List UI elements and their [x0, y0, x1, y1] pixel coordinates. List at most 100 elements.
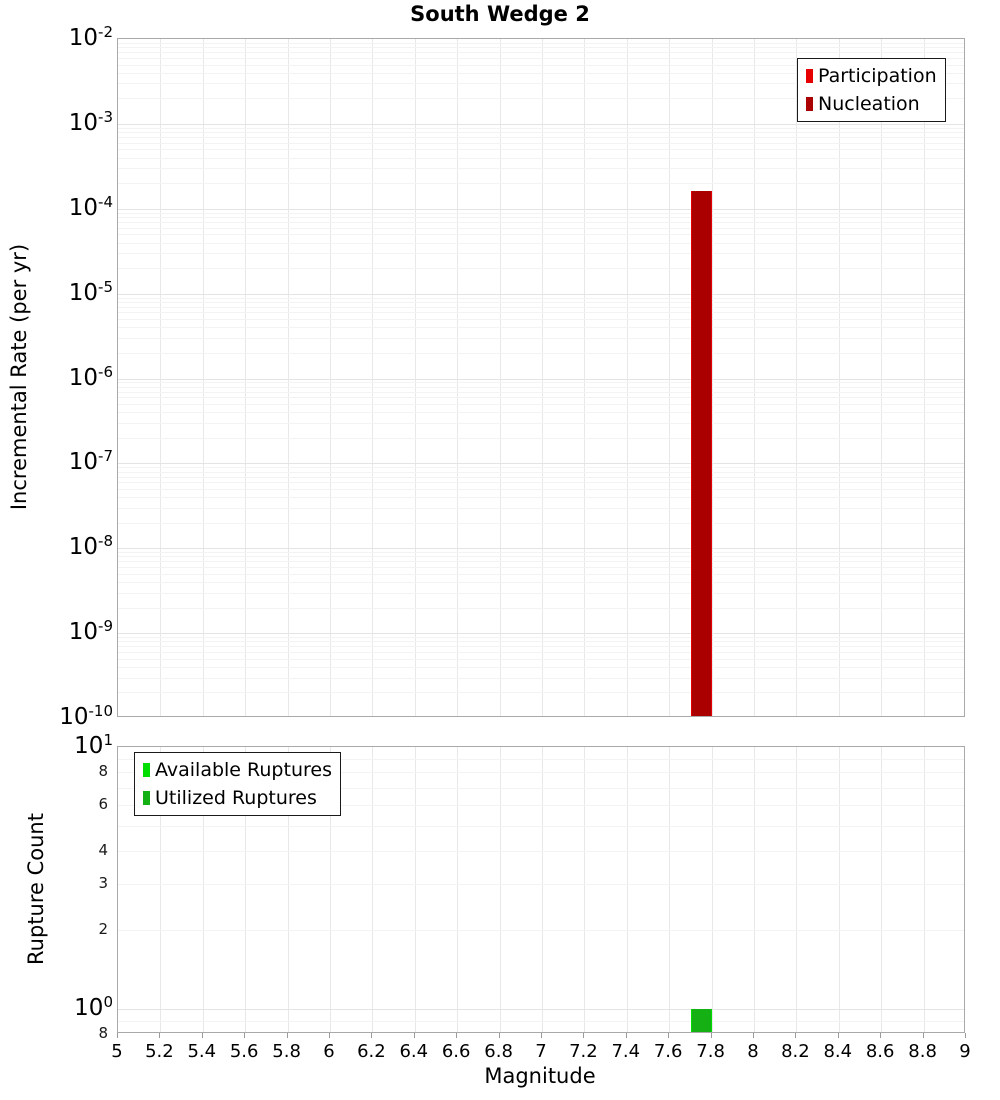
y-tick-label: 10-8 — [0, 532, 113, 561]
gridline-minor — [118, 72, 964, 74]
tick-base: 10 — [68, 279, 99, 306]
gridline-vertical — [160, 39, 162, 716]
x-tick-label: 5 — [111, 1041, 123, 1062]
gridline-vertical — [245, 39, 247, 716]
tick-base: 10 — [68, 109, 99, 136]
legend-marker-icon — [143, 763, 150, 777]
gridline-minor — [118, 234, 964, 236]
gridline-minor — [118, 772, 964, 774]
x-tick-mark — [795, 1033, 797, 1038]
tick-base: 10 — [68, 534, 99, 561]
x-tick-mark — [201, 1033, 203, 1038]
x-tick-label: 7.8 — [696, 1041, 725, 1062]
legend-count: Available Ruptures Utilized Ruptures — [134, 752, 341, 816]
gridline-vertical — [796, 39, 798, 716]
x-tick-label: 8.4 — [823, 1041, 853, 1062]
gridline-minor — [118, 386, 964, 388]
y-tick-label: 10-4 — [0, 193, 113, 220]
gridline-minor — [118, 552, 964, 554]
gridline-minor — [118, 637, 964, 638]
gridline-vertical — [923, 39, 925, 716]
gridline-decade — [118, 463, 964, 465]
gridline-minor — [118, 242, 964, 244]
x-tick-label: 8.6 — [865, 1041, 895, 1062]
x-tick-mark — [753, 1033, 754, 1038]
gridline-minor — [118, 758, 964, 760]
gridline-vertical — [711, 39, 713, 716]
gridline-vertical — [838, 747, 840, 1032]
gridline-minor — [118, 227, 964, 229]
gridline-minor — [118, 929, 964, 931]
tick-base: 10 — [74, 994, 104, 1021]
gridline-minor — [118, 338, 964, 339]
gridline-minor — [118, 297, 964, 299]
gridline-minor — [118, 482, 964, 484]
gridline-minor — [118, 391, 964, 393]
y-tick-label: 101 — [0, 731, 113, 758]
gridline-vertical — [287, 39, 289, 716]
legend-item-label: Utilized Ruptures — [155, 787, 317, 809]
gridline-minor — [118, 666, 964, 668]
x-tick-mark — [710, 1033, 712, 1038]
gridline-vertical — [584, 747, 586, 1032]
gridline-minor — [118, 476, 964, 478]
gridline-vertical — [669, 39, 671, 716]
y-tick-label: 10-5 — [0, 278, 113, 306]
gridline-vertical — [626, 747, 628, 1032]
gridline-minor — [118, 216, 964, 218]
tick-exponent: -8 — [98, 532, 113, 551]
gridline-vertical — [372, 39, 374, 716]
tick-exponent: 0 — [103, 992, 113, 1011]
gridline-minor — [118, 132, 964, 134]
gridline-vertical — [754, 39, 755, 716]
y-tick-label-minor: 4 — [98, 841, 108, 860]
gridline-decade — [118, 378, 964, 380]
x-tick-mark — [965, 1033, 966, 1038]
gridline-minor — [118, 467, 964, 469]
gridline-vertical — [499, 39, 501, 716]
gridline-minor — [118, 805, 964, 807]
tick-exponent: -6 — [98, 362, 113, 381]
gridline-minor — [118, 221, 964, 223]
gridline-minor — [118, 651, 964, 653]
tick-base: 10 — [68, 619, 99, 646]
gridline-vertical — [160, 747, 162, 1032]
gridline-minor — [118, 522, 964, 524]
x-tick-mark — [625, 1033, 627, 1038]
gridline-minor — [118, 306, 964, 308]
y-tick-label: 10-10 — [0, 702, 113, 729]
gridline-vertical — [287, 747, 289, 1032]
gridline-vertical — [838, 39, 840, 716]
tick-exponent: -2 — [98, 23, 113, 41]
legend-item-label: Participation — [818, 65, 937, 87]
gridline-minor — [118, 83, 964, 85]
x-tick-mark — [583, 1033, 585, 1038]
gridline-minor — [118, 168, 964, 170]
x-tick-label: 8.2 — [781, 1041, 810, 1062]
gridline-minor — [118, 301, 964, 303]
x-tick-label: 5.4 — [187, 1041, 217, 1062]
gridline-minor — [118, 507, 964, 509]
gridline-minor — [118, 471, 964, 473]
x-tick-mark — [541, 1033, 542, 1038]
gridline-minor — [118, 1020, 964, 1022]
gridline-vertical — [457, 39, 459, 716]
x-tick-label: 8.8 — [908, 1041, 937, 1062]
gridline-vertical — [372, 747, 374, 1032]
x-tick-mark — [117, 1033, 118, 1038]
gridline-vertical — [202, 747, 204, 1032]
legend-item-utilized-ruptures: Utilized Ruptures — [143, 785, 332, 811]
x-tick-mark — [837, 1033, 839, 1038]
gridline-minor — [118, 319, 964, 321]
gridline-decade — [118, 208, 964, 210]
tick-exponent: -3 — [98, 107, 113, 126]
tick-exponent: -7 — [98, 447, 113, 466]
x-tick-label: 8 — [747, 1041, 759, 1062]
x-tick-mark — [371, 1033, 373, 1038]
bar-nucleation — [691, 191, 711, 716]
gridline-minor — [118, 57, 964, 59]
x-tick-mark — [413, 1033, 415, 1038]
x-tick-label: 5.6 — [229, 1041, 259, 1062]
x-tick-mark — [922, 1033, 924, 1038]
gridline-minor — [118, 42, 964, 44]
